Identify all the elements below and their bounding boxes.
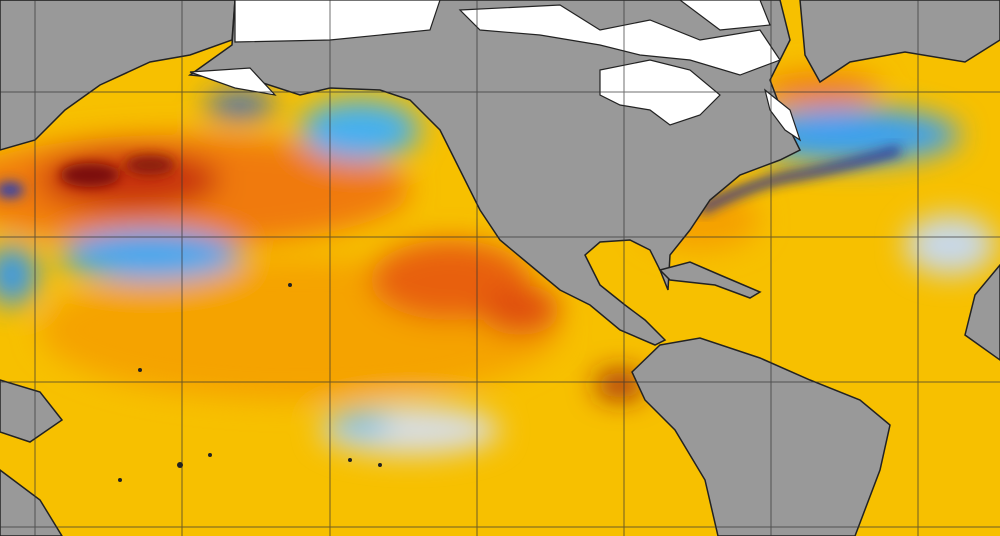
cool-patch [300, 100, 420, 160]
cool-patch [60, 230, 240, 280]
islands [0, 379, 64, 443]
africa [964, 263, 1000, 361]
australia [0, 469, 63, 536]
island [208, 453, 212, 457]
island [348, 458, 352, 462]
cold-streak [697, 145, 902, 215]
island [378, 463, 382, 467]
warm-patch [480, 285, 560, 335]
anomaly-detail [0, 145, 902, 215]
island [288, 283, 292, 287]
cool-patch [330, 415, 390, 435]
ice [189, 67, 277, 96]
island [118, 478, 122, 482]
cold-core [0, 182, 24, 198]
hot-core [60, 163, 120, 187]
ice [763, 88, 802, 142]
cool-patch [205, 93, 275, 117]
neutral-patch [905, 215, 995, 275]
pacific-islands [118, 283, 382, 482]
caribbean-islands [658, 261, 762, 299]
ice [458, 4, 781, 76]
island [138, 368, 142, 372]
south-america [631, 337, 891, 536]
europe [799, 0, 1000, 84]
anomaly-field [0, 72, 995, 455]
cool-patch [0, 245, 37, 305]
island [177, 462, 183, 468]
hot-core [125, 155, 175, 175]
hot-patch [595, 371, 645, 399]
ice [679, 0, 771, 31]
warm-patch [760, 72, 880, 108]
